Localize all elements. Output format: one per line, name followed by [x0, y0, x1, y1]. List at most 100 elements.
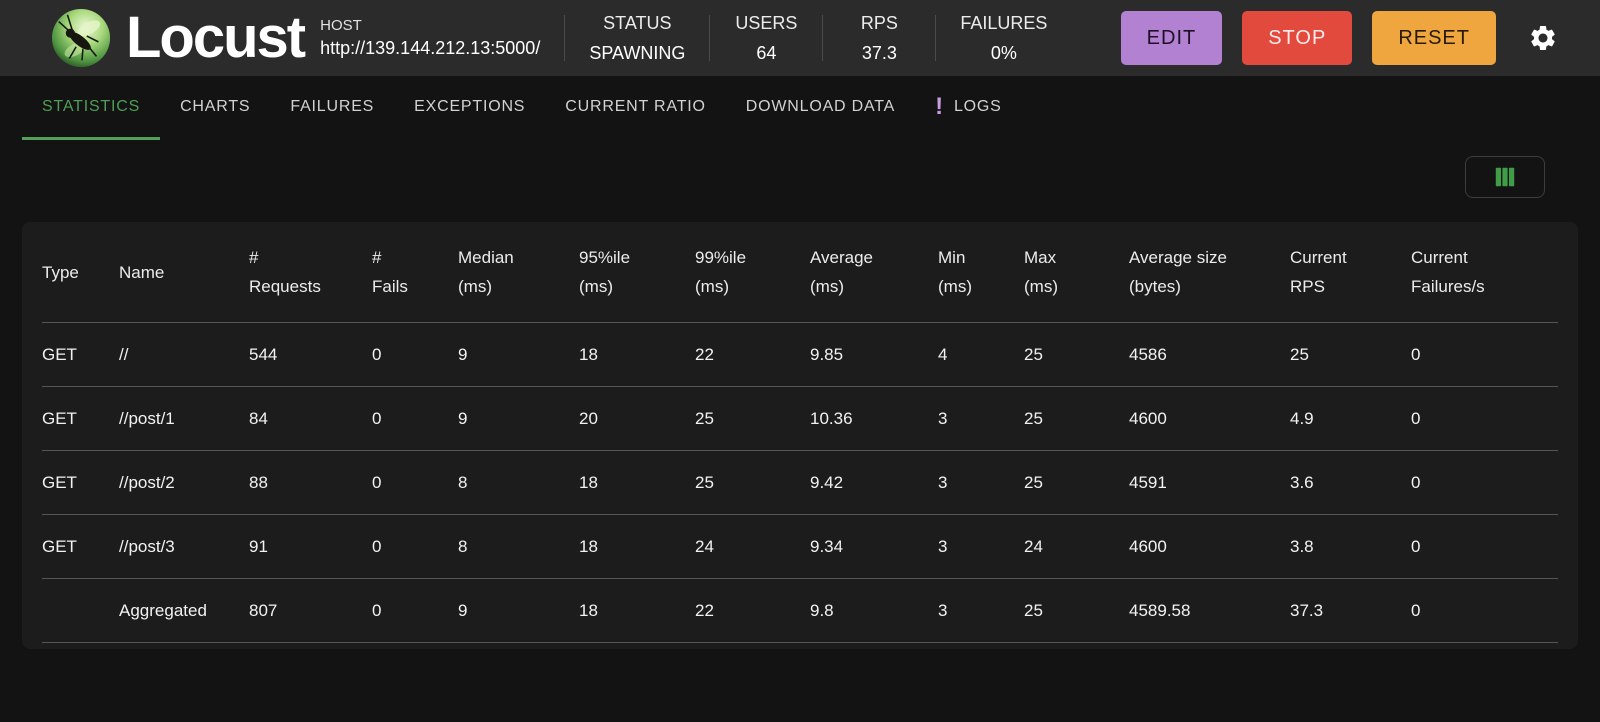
header-divider — [935, 15, 937, 61]
cell-median: 8 — [458, 450, 579, 515]
table-toolbar — [0, 140, 1600, 198]
statistics-table-panel: Type Name # Requests # Fails Median (ms)… — [22, 222, 1578, 649]
table-row: GET //post/3 91 0 8 18 24 9.34 3 24 4600… — [42, 514, 1558, 579]
col-header-95ile[interactable]: 95%ile (ms) — [579, 222, 695, 323]
cell-name: Aggregated — [119, 578, 249, 643]
cell-median: 9 — [458, 386, 579, 451]
tab-current-ratio[interactable]: CURRENT RATIO — [545, 76, 725, 140]
cell-current-rps: 3.8 — [1290, 514, 1411, 579]
cell-type: GET — [42, 514, 119, 579]
cell-requests: 544 — [249, 322, 372, 387]
brand-title[interactable]: Locust — [126, 5, 306, 70]
cell-avg-size: 4586 — [1129, 322, 1290, 387]
app-header: Locust HOST http://139.144.212.13:5000/ … — [0, 0, 1600, 76]
edit-button[interactable]: EDIT — [1120, 11, 1223, 65]
cell-type: GET — [42, 386, 119, 451]
column-selector-button[interactable] — [1465, 156, 1545, 198]
table-row-aggregated: Aggregated 807 0 9 18 22 9.8 3 25 4589.5… — [42, 578, 1558, 643]
tab-label: STATISTICS — [42, 97, 141, 115]
table-row: GET //post/1 84 0 9 20 25 10.36 3 25 460… — [42, 386, 1558, 451]
cell-fails: 0 — [372, 514, 458, 579]
cell-current-rps: 4.9 — [1290, 386, 1411, 451]
cell-avg-size: 4591 — [1129, 450, 1290, 515]
cell-current-rps: 25 — [1290, 322, 1411, 387]
tab-label: DOWNLOAD DATA — [745, 97, 896, 115]
tab-charts[interactable]: CHARTS — [160, 76, 270, 140]
cell-requests: 84 — [249, 386, 372, 451]
cell-min: 3 — [938, 578, 1024, 643]
stat-label: STATUS — [603, 12, 672, 33]
col-header-99ile[interactable]: 99%ile (ms) — [695, 222, 810, 323]
header-divider — [822, 15, 824, 61]
col-header-fails[interactable]: # Fails — [372, 222, 458, 323]
cell-current-failures: 0 — [1411, 578, 1558, 643]
tab-download-data[interactable]: DOWNLOAD DATA — [726, 76, 915, 140]
header-divider — [564, 15, 566, 61]
col-header-median[interactable]: Median (ms) — [458, 222, 579, 323]
cell-95ile: 18 — [579, 322, 695, 387]
cell-type: GET — [42, 322, 119, 387]
col-header-avg-size[interactable]: Average size (bytes) — [1129, 222, 1290, 323]
col-header-min[interactable]: Min (ms) — [938, 222, 1024, 323]
reset-button[interactable]: RESET — [1372, 11, 1496, 65]
host-label: HOST — [320, 17, 362, 34]
cell-average: 9.42 — [810, 450, 938, 515]
exclamation-badge-icon: ! — [935, 92, 944, 120]
col-header-average[interactable]: Average (ms) — [810, 222, 938, 323]
cell-99ile: 22 — [695, 578, 810, 643]
stat-users: USERS 64 — [734, 13, 798, 64]
cell-name: //post/1 — [119, 386, 249, 451]
stat-label: FAILURES — [960, 12, 1048, 33]
stat-value: 0% — [990, 42, 1017, 63]
cell-99ile: 24 — [695, 514, 810, 579]
locust-logo-icon[interactable] — [50, 7, 112, 69]
cell-max: 24 — [1024, 514, 1129, 579]
col-header-current-rps[interactable]: Current RPS — [1290, 222, 1411, 323]
stop-button[interactable]: STOP — [1242, 11, 1353, 65]
cell-current-rps: 37.3 — [1290, 578, 1411, 643]
cell-median: 9 — [458, 322, 579, 387]
cell-max: 25 — [1024, 322, 1129, 387]
stat-failures: FAILURES 0% — [960, 13, 1047, 64]
cell-99ile: 25 — [695, 386, 810, 451]
cell-average: 9.8 — [810, 578, 938, 643]
cell-95ile: 18 — [579, 578, 695, 643]
cell-fails: 0 — [372, 386, 458, 451]
col-header-current-failures[interactable]: Current Failures/s — [1411, 222, 1558, 323]
cell-requests: 807 — [249, 578, 372, 643]
stat-value: SPAWNING — [589, 42, 686, 63]
stat-status: STATUS SPAWNING — [589, 13, 685, 64]
host-block: HOST http://139.144.212.13:5000/ — [320, 17, 540, 59]
cell-min: 3 — [938, 450, 1024, 515]
cell-current-failures: 0 — [1411, 450, 1558, 515]
cell-fails: 0 — [372, 450, 458, 515]
cell-avg-size: 4589.58 — [1129, 578, 1290, 643]
tab-logs[interactable]: ! LOGS — [915, 76, 1021, 140]
tab-label: FAILURES — [290, 97, 375, 115]
col-header-requests[interactable]: # Requests — [249, 222, 372, 323]
cell-median: 9 — [458, 578, 579, 643]
stat-value: 37.3 — [861, 42, 897, 63]
view-columns-icon — [1492, 164, 1518, 190]
cell-name: //post/2 — [119, 450, 249, 515]
cell-fails: 0 — [372, 578, 458, 643]
cell-99ile: 22 — [695, 322, 810, 387]
col-header-name[interactable]: Name — [119, 222, 249, 323]
stat-label: USERS — [735, 12, 798, 33]
cell-type — [42, 578, 119, 643]
cell-99ile: 25 — [695, 450, 810, 515]
col-header-type[interactable]: Type — [42, 222, 119, 323]
cell-current-failures: 0 — [1411, 514, 1558, 579]
stat-label: RPS — [860, 12, 898, 33]
tab-exceptions[interactable]: EXCEPTIONS — [394, 76, 545, 140]
cell-requests: 88 — [249, 450, 372, 515]
cell-fails: 0 — [372, 322, 458, 387]
cell-name: //post/3 — [119, 514, 249, 579]
tab-statistics[interactable]: STATISTICS — [22, 76, 161, 140]
cell-min: 3 — [938, 514, 1024, 579]
settings-button[interactable] — [1528, 23, 1558, 53]
col-header-max[interactable]: Max (ms) — [1024, 222, 1129, 323]
tab-failures[interactable]: FAILURES — [270, 76, 394, 140]
cell-average: 9.34 — [810, 514, 938, 579]
cell-median: 8 — [458, 514, 579, 579]
